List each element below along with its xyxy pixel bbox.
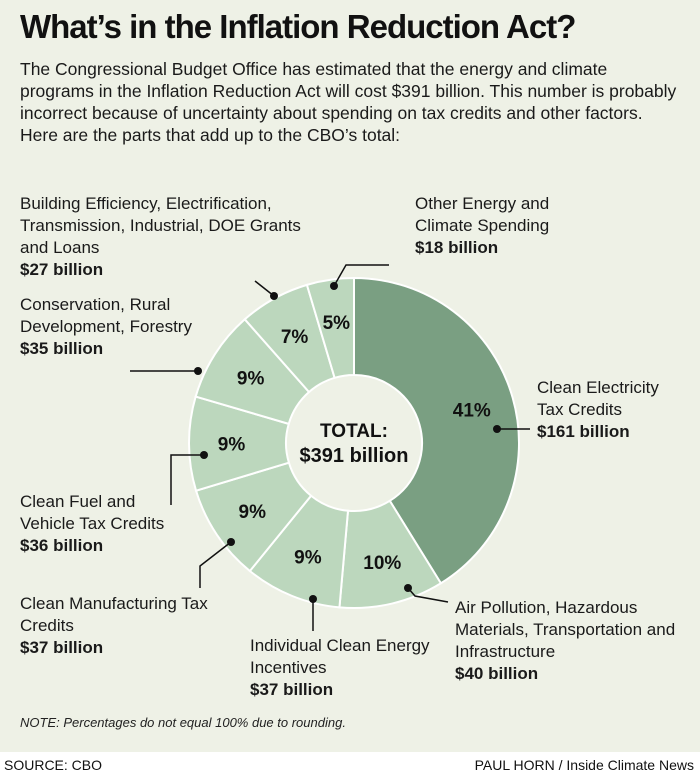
page-title: What’s in the Inflation Reduction Act? [20, 8, 576, 45]
pie-slice [305, 276, 355, 380]
percent-label: 9% [218, 434, 246, 455]
leader-lines-group [130, 264, 530, 631]
leader-dot [270, 292, 278, 300]
leader-line [254, 280, 275, 297]
category-label: Clean Manufacturing Tax Credits $37 bill… [20, 593, 220, 659]
percent-label: 9% [294, 548, 322, 569]
center-total-label: TOTAL: [320, 421, 388, 442]
category-name: Clean Fuel and Vehicle Tax Credits [20, 492, 165, 533]
slices-group [188, 276, 520, 609]
category-name: Clean Manufacturing Tax Credits [20, 594, 208, 635]
leader-dot [493, 425, 501, 433]
leader-dot [404, 584, 412, 592]
category-label: Clean Fuel and Vehicle Tax Credits $36 b… [20, 491, 185, 557]
category-name: Other Energy and Climate Spending [415, 194, 550, 235]
leader-line [199, 541, 232, 588]
leader-line [170, 454, 204, 505]
leader-dot [330, 282, 338, 290]
category-value: $161 billion [537, 422, 630, 441]
author-credit: PAUL HORN / Inside Climate News [474, 757, 694, 773]
percent-labels-group: 41% 10% 9% 9% 9% 9% 7% 5% [218, 313, 491, 574]
category-value: $37 billion [250, 680, 334, 699]
leader-line [333, 264, 389, 287]
pie-slice [353, 276, 520, 585]
percent-label: 10% [363, 553, 401, 574]
percent-label: 9% [239, 502, 267, 523]
category-name: Building Efficiency, Electrification, Tr… [20, 194, 301, 257]
subtitle: The Congressional Budget Office has esti… [20, 59, 677, 145]
percent-label: 5% [323, 313, 351, 334]
source-credit: SOURCE: CBO [4, 757, 103, 773]
leader-dot [194, 367, 202, 375]
percent-label: 7% [281, 327, 309, 348]
category-name: Individual Clean Energy Incentives [250, 636, 430, 677]
category-value: $27 billion [20, 260, 104, 279]
leader-dot [309, 595, 317, 603]
category-value: $40 billion [455, 664, 539, 683]
donut-chart: 41% 10% 9% 9% 9% 9% 7% 5% TOTAL: $391 billion [130, 264, 530, 631]
category-label: Other Energy and Climate Spending $18 bi… [415, 193, 595, 259]
category-value: $18 billion [415, 238, 499, 257]
category-label: Individual Clean Energy Incentives $37 b… [250, 635, 430, 701]
category-name: Clean Electricity Tax Credits [537, 378, 659, 419]
category-value: $36 billion [20, 536, 104, 555]
percent-label: 9% [237, 368, 265, 389]
category-label: Building Efficiency, Electrification, Tr… [20, 193, 330, 281]
footnote: NOTE: Percentages do not equal 100% due … [20, 715, 346, 730]
category-label: Clean Electricity Tax Credits $161 billi… [537, 377, 687, 443]
percent-label: 41% [453, 400, 491, 421]
leader-dot [200, 451, 208, 459]
category-label: Conservation, Rural Development, Forestr… [20, 294, 200, 360]
category-value: $35 billion [20, 339, 104, 358]
leader-dot [227, 538, 235, 546]
category-label: Air Pollution, Hazardous Materials, Tran… [455, 597, 700, 685]
category-value: $37 billion [20, 638, 104, 657]
category-name: Conservation, Rural Development, Forestr… [20, 295, 192, 336]
center-total-value: $391 billion [300, 445, 409, 467]
category-name: Air Pollution, Hazardous Materials, Tran… [455, 598, 676, 661]
